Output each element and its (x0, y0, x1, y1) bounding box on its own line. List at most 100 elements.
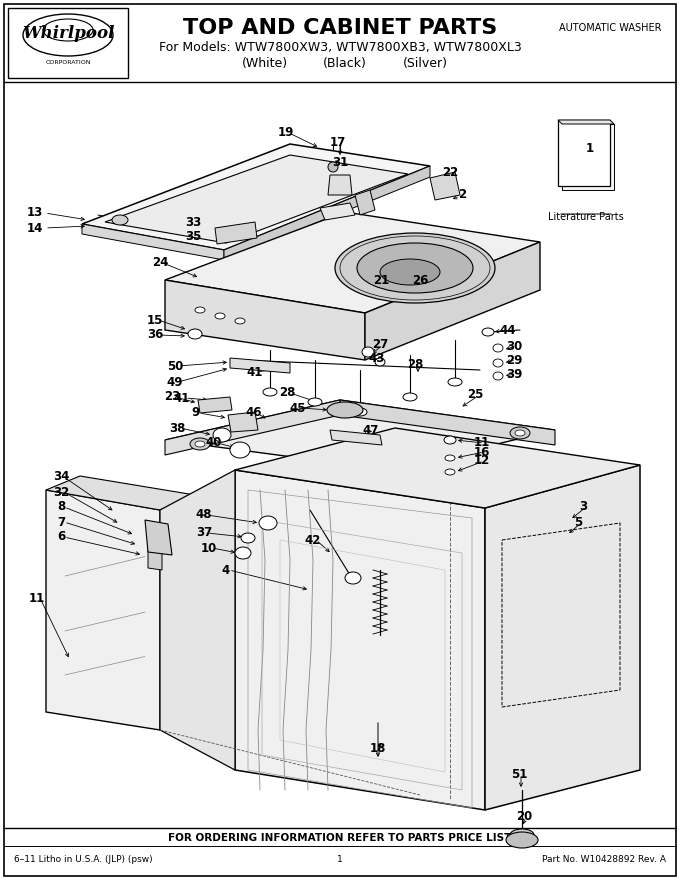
Ellipse shape (345, 572, 361, 584)
Text: 39: 39 (506, 368, 522, 380)
Polygon shape (46, 490, 160, 730)
Ellipse shape (190, 438, 210, 450)
Polygon shape (235, 470, 485, 810)
Text: Literature Parts: Literature Parts (548, 212, 624, 222)
Text: 41: 41 (174, 392, 190, 405)
Polygon shape (160, 470, 235, 770)
Text: TOP AND CABINET PARTS: TOP AND CABINET PARTS (183, 18, 497, 38)
Ellipse shape (493, 372, 503, 380)
Polygon shape (165, 400, 340, 455)
Ellipse shape (43, 19, 93, 41)
Text: 18: 18 (370, 743, 386, 756)
Bar (8, 8, 128, 78)
Text: 36: 36 (147, 328, 163, 341)
Ellipse shape (188, 329, 202, 339)
Text: 3: 3 (579, 501, 587, 514)
Polygon shape (430, 172, 460, 200)
Text: 29: 29 (506, 354, 522, 366)
Polygon shape (165, 400, 555, 470)
Text: 40: 40 (206, 436, 222, 450)
Text: 8: 8 (57, 501, 65, 514)
Ellipse shape (112, 215, 128, 225)
Ellipse shape (328, 162, 338, 172)
Text: 38: 38 (169, 422, 185, 435)
Polygon shape (105, 155, 408, 243)
Text: 11: 11 (29, 591, 45, 605)
Text: 31: 31 (332, 157, 348, 170)
Ellipse shape (362, 347, 374, 357)
Polygon shape (558, 120, 610, 186)
Ellipse shape (335, 233, 495, 303)
Text: 5: 5 (574, 517, 582, 530)
Text: 32: 32 (53, 486, 69, 498)
Polygon shape (145, 520, 172, 555)
Ellipse shape (493, 344, 503, 352)
Text: 12: 12 (474, 454, 490, 467)
Ellipse shape (230, 442, 250, 458)
Polygon shape (340, 400, 555, 445)
Text: 19: 19 (278, 127, 294, 140)
Ellipse shape (235, 318, 245, 324)
Text: 1: 1 (337, 855, 343, 864)
Ellipse shape (510, 829, 534, 841)
Ellipse shape (445, 469, 455, 475)
Ellipse shape (215, 313, 225, 319)
Ellipse shape (195, 441, 205, 447)
Text: 44: 44 (500, 324, 516, 336)
Polygon shape (320, 203, 355, 220)
Text: 28: 28 (407, 358, 423, 371)
Polygon shape (330, 430, 382, 445)
Ellipse shape (506, 832, 538, 848)
Text: (Black): (Black) (323, 57, 367, 70)
Text: 41: 41 (247, 365, 263, 378)
Text: 24: 24 (152, 255, 168, 268)
Polygon shape (165, 212, 540, 313)
Polygon shape (165, 280, 365, 360)
Text: 33: 33 (185, 216, 201, 229)
Text: 11: 11 (474, 436, 490, 450)
Text: 10: 10 (201, 541, 217, 554)
Text: 49: 49 (167, 376, 183, 388)
Polygon shape (46, 476, 195, 510)
Text: 25: 25 (466, 388, 483, 401)
Text: 35: 35 (185, 231, 201, 244)
Text: 42: 42 (305, 533, 321, 546)
Polygon shape (198, 397, 232, 413)
Ellipse shape (444, 436, 456, 444)
Ellipse shape (308, 398, 322, 406)
Text: 14: 14 (27, 222, 44, 234)
Polygon shape (485, 465, 640, 810)
Polygon shape (228, 412, 258, 432)
Text: For Models: WTW7800XW3, WTW7800XB3, WTW7800XL3: For Models: WTW7800XW3, WTW7800XB3, WTW7… (158, 40, 522, 54)
Text: 43: 43 (369, 351, 385, 364)
Text: 48: 48 (196, 509, 212, 522)
Text: 23: 23 (164, 391, 180, 404)
Text: 9: 9 (192, 407, 200, 420)
Text: Part No. W10428892 Rev. A: Part No. W10428892 Rev. A (542, 855, 666, 864)
Ellipse shape (241, 533, 255, 543)
Ellipse shape (23, 14, 113, 56)
Ellipse shape (213, 428, 231, 442)
Text: 17: 17 (330, 136, 346, 149)
Polygon shape (355, 190, 375, 215)
Text: 22: 22 (442, 166, 458, 180)
Ellipse shape (195, 307, 205, 313)
Text: Whirlpool: Whirlpool (22, 25, 114, 41)
Polygon shape (235, 428, 640, 508)
Text: 27: 27 (372, 339, 388, 351)
Polygon shape (365, 242, 540, 360)
Text: 37: 37 (196, 526, 212, 539)
Text: 7: 7 (57, 516, 65, 529)
Text: 16: 16 (474, 445, 490, 458)
Ellipse shape (380, 259, 440, 285)
Ellipse shape (259, 516, 277, 530)
Text: 15: 15 (147, 313, 163, 326)
Text: 45: 45 (290, 401, 306, 414)
Text: 21: 21 (373, 274, 389, 287)
Polygon shape (82, 224, 224, 260)
Text: 6–11 Litho in U.S.A. (JLP) (psw): 6–11 Litho in U.S.A. (JLP) (psw) (14, 855, 152, 864)
Text: 2: 2 (458, 188, 466, 202)
Text: 1: 1 (586, 142, 594, 155)
Polygon shape (224, 166, 430, 260)
Ellipse shape (448, 378, 462, 386)
